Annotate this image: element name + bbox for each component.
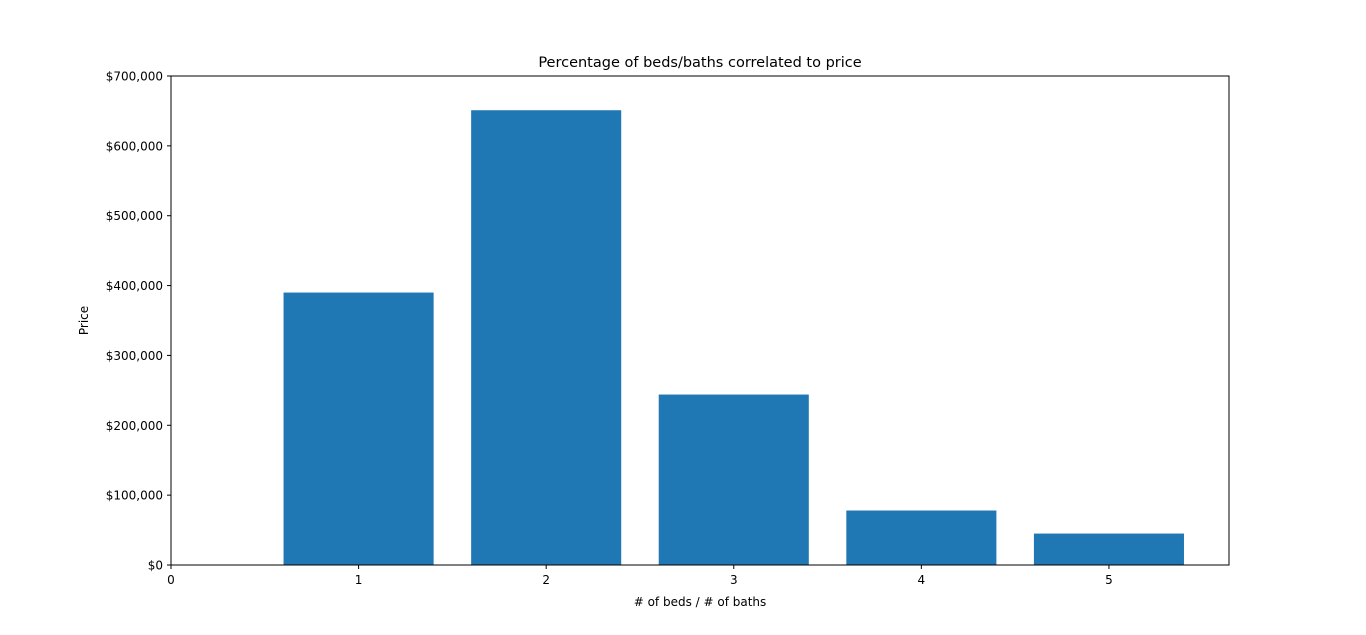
x-tick-label-3: 3 — [730, 573, 738, 587]
x-tick-label-2: 2 — [542, 573, 550, 587]
bars-group — [283, 110, 1184, 565]
bar-5 — [1033, 533, 1184, 565]
x-tick-label-4: 4 — [918, 573, 926, 587]
bar-4 — [846, 510, 997, 565]
y-tick-label-200000: $200,000 — [106, 419, 163, 433]
y-tick-label-600000: $600,000 — [106, 139, 163, 153]
y-tick-label-0: $0 — [148, 559, 163, 573]
x-axis-title: # of beds / # of baths — [634, 595, 767, 609]
y-axis: $0 $100,000 $200,000 $300,000 $400,000 $500,0… — [106, 70, 171, 573]
y-tick-label-300000: $300,000 — [106, 349, 163, 363]
bar-2 — [471, 110, 622, 565]
x-axis: 0 1 2 3 4 5 — [167, 565, 1113, 587]
x-tick-label-5: 5 — [1105, 573, 1113, 587]
bar-1 — [283, 292, 434, 565]
y-axis-title: Price — [77, 306, 91, 335]
y-tick-label-500000: $500,000 — [106, 209, 163, 223]
chart-title: Percentage of beds/baths correlated to p… — [538, 55, 861, 71]
bar-3 — [658, 394, 809, 565]
x-tick-label-1: 1 — [355, 573, 363, 587]
y-tick-label-100000: $100,000 — [106, 489, 163, 503]
y-tick-label-400000: $400,000 — [106, 279, 163, 293]
x-tick-label-0: 0 — [167, 573, 175, 587]
y-tick-label-700000: $700,000 — [106, 70, 163, 84]
plot-frame — [170, 75, 1230, 566]
